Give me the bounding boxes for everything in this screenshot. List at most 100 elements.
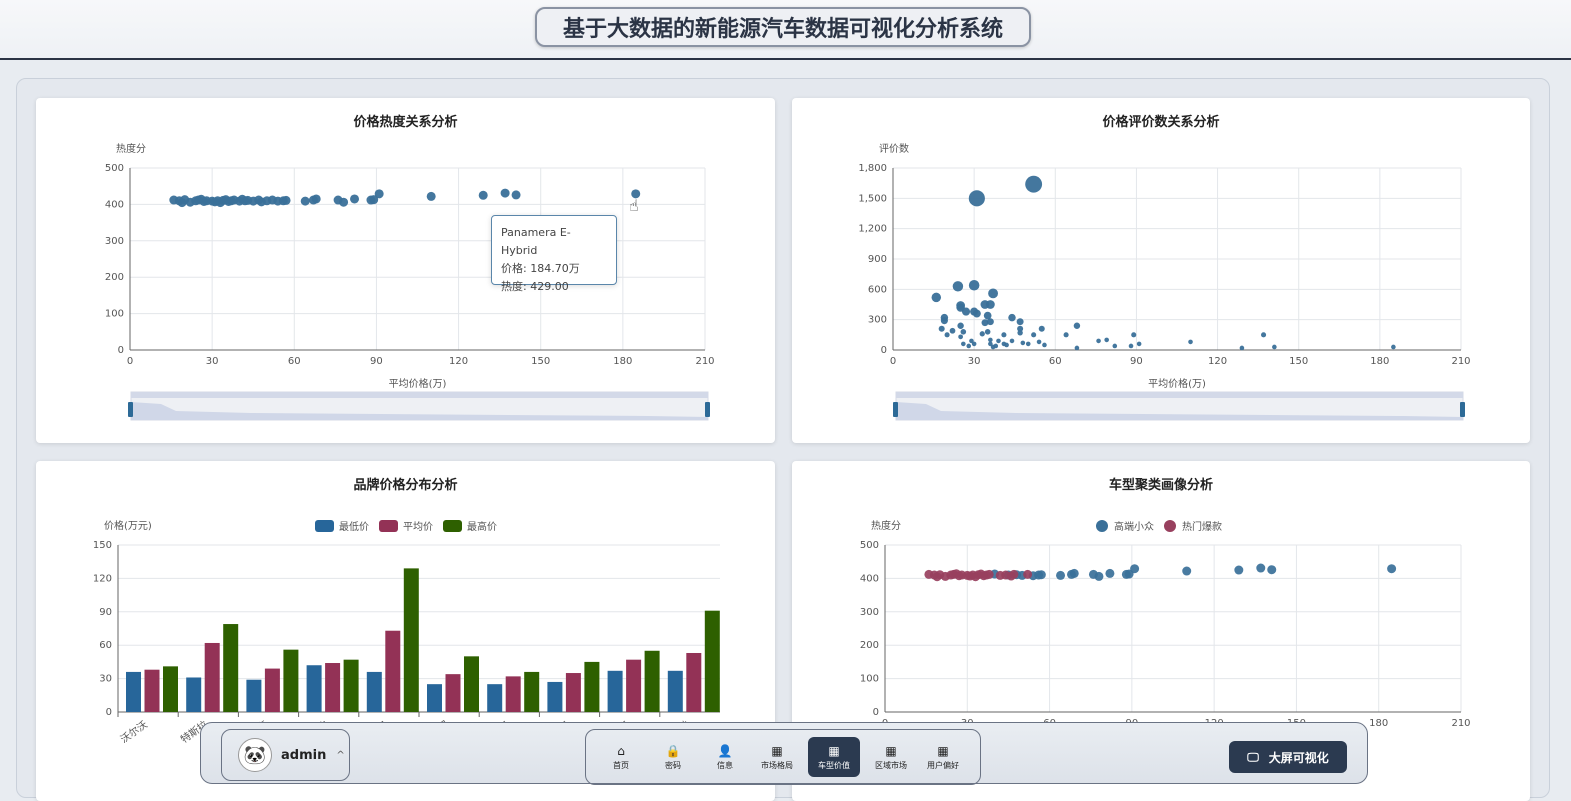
bubble-point[interactable] [993, 343, 999, 349]
scatter-point-热门爆款[interactable] [984, 569, 994, 579]
bar-最低价[interactable] [366, 671, 382, 712]
scatter-point-高端小众[interactable] [1094, 571, 1104, 581]
bubble-point[interactable] [957, 322, 964, 329]
bubble-point[interactable] [986, 318, 994, 326]
bubble-point[interactable] [961, 341, 966, 347]
scatter-point[interactable] [426, 191, 436, 201]
scatter-point[interactable] [374, 189, 384, 199]
legend-label[interactable]: 高端小众 [1114, 520, 1154, 533]
bubble-point[interactable] [1025, 175, 1043, 193]
nav-item-2[interactable]: 👤 信息 [700, 737, 750, 777]
bubble-point[interactable] [1009, 338, 1015, 344]
bar-平均价[interactable] [626, 659, 642, 712]
scatter-point-高端小众[interactable] [1036, 570, 1046, 580]
bubble-point[interactable] [1038, 325, 1045, 332]
bubble-point[interactable] [1031, 332, 1037, 338]
bubble-point[interactable] [1036, 339, 1042, 345]
bubble-point[interactable] [1001, 332, 1007, 338]
bubble-point[interactable] [972, 309, 981, 318]
bubble-point[interactable] [1074, 345, 1080, 351]
scatter-point[interactable] [300, 196, 310, 206]
scatter-point-高端小众[interactable] [1069, 568, 1079, 578]
scatter-point-高端小众[interactable] [1056, 570, 1066, 580]
bubble-point[interactable] [968, 190, 985, 207]
user-menu[interactable]: 🐼 admin ^ [221, 729, 350, 781]
bar-最高价[interactable] [403, 568, 419, 712]
legend-label[interactable]: 最低价 [339, 520, 369, 533]
bubble-point[interactable] [961, 307, 971, 316]
bubble-point[interactable] [969, 338, 974, 344]
bubble-point[interactable] [1131, 332, 1137, 338]
bubble-point[interactable] [988, 337, 993, 343]
scatter-point[interactable] [511, 190, 521, 200]
bubble-point[interactable] [1239, 345, 1245, 351]
scatter-point-高端小众[interactable] [1182, 566, 1192, 576]
bar-最低价[interactable] [607, 670, 623, 712]
nav-item-3[interactable]: ▦ 市场格局 [752, 737, 802, 777]
bar-平均价[interactable] [385, 630, 401, 712]
bar-最高价[interactable] [343, 659, 359, 712]
bubble-point[interactable] [981, 319, 989, 327]
bubble-point[interactable] [1188, 339, 1193, 345]
bubble-point[interactable] [1063, 332, 1069, 338]
bubble-point[interactable] [1016, 318, 1024, 326]
legend-marker[interactable] [1164, 520, 1176, 532]
bar-最低价[interactable] [306, 665, 322, 712]
bubble-point[interactable] [1112, 343, 1118, 349]
bar-平均价[interactable] [686, 652, 702, 712]
bar-最低价[interactable] [186, 677, 202, 712]
bubble-point[interactable] [960, 329, 967, 335]
scatter-point-高端小众[interactable] [1267, 565, 1277, 575]
bubble-point[interactable] [1136, 341, 1142, 347]
bar-平均价[interactable] [325, 663, 341, 712]
scatter-point[interactable] [311, 194, 321, 204]
bubble-point[interactable] [940, 317, 948, 325]
scatter-point-高端小众[interactable] [1105, 568, 1115, 578]
bar-最高价[interactable] [223, 624, 239, 712]
scatter-point-高端小众[interactable] [1256, 563, 1266, 573]
bubble-point[interactable] [1104, 337, 1109, 343]
scatter-point[interactable] [281, 195, 291, 205]
bubble-point[interactable] [968, 280, 980, 291]
bar-最低价[interactable] [547, 681, 563, 712]
legend-marker[interactable] [1096, 520, 1108, 532]
scatter-point-高端小众[interactable] [1234, 565, 1244, 575]
bar-最高价[interactable] [283, 649, 299, 712]
bubble-point[interactable] [966, 343, 972, 349]
bubble-point[interactable] [983, 311, 992, 320]
bar-最高价[interactable] [163, 666, 178, 712]
bubble-point[interactable] [1042, 342, 1047, 348]
bubble-point[interactable] [988, 288, 999, 299]
big-screen-button[interactable]: 🖵 大屏可视化 [1229, 741, 1347, 773]
bubble-point[interactable] [1017, 330, 1023, 336]
nav-item-0[interactable]: ⌂ 首页 [596, 737, 646, 777]
bubble-point[interactable] [985, 300, 995, 309]
bubble-point[interactable] [1008, 313, 1016, 322]
scatter-point[interactable] [478, 190, 488, 200]
legend-swatch[interactable] [443, 520, 462, 532]
legend-swatch[interactable] [315, 520, 334, 532]
nav-item-4[interactable]: ▦ 车型价值 [808, 737, 860, 777]
bar-最低价[interactable] [126, 671, 141, 712]
scatter-point-高端小众[interactable] [1130, 564, 1140, 574]
scatter-point[interactable] [631, 189, 641, 199]
nav-item-1[interactable]: 🔒 密码 [648, 737, 698, 777]
bar-最低价[interactable] [667, 670, 683, 712]
bubble-point[interactable] [931, 292, 942, 303]
bubble-point[interactable] [949, 327, 956, 334]
bubble-point[interactable] [1128, 343, 1134, 349]
slider-handle-right[interactable] [705, 402, 710, 417]
bar-最低价[interactable] [487, 684, 503, 712]
legend-swatch[interactable] [379, 520, 398, 532]
bar-最高价[interactable] [524, 671, 540, 712]
bubble-point[interactable] [988, 341, 993, 347]
bar-平均价[interactable] [204, 642, 220, 712]
bar-最高价[interactable] [644, 650, 660, 712]
bar-最高价[interactable] [584, 661, 600, 712]
slider-handle-left[interactable] [893, 402, 898, 417]
bar-平均价[interactable] [144, 669, 160, 712]
bar-平均价[interactable] [264, 668, 280, 712]
bubble-point[interactable] [1004, 342, 1009, 348]
